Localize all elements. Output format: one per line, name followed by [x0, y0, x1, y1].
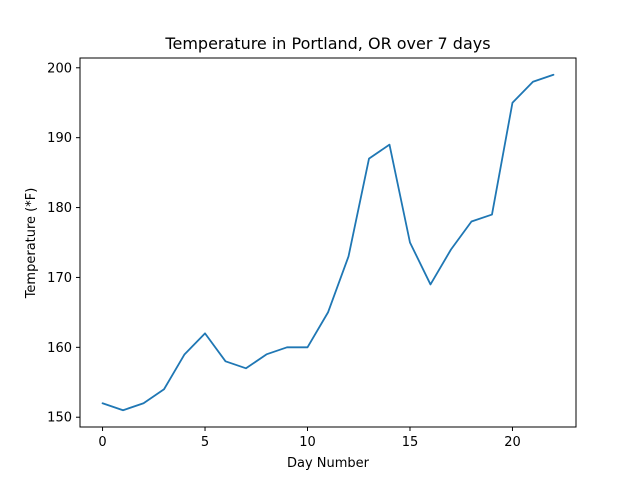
- x-tick-label: 10: [299, 435, 316, 450]
- y-axis-label: Temperature (*F): [24, 188, 39, 300]
- x-tick-label: 20: [504, 435, 521, 450]
- y-tick-label: 180: [47, 201, 72, 216]
- y-tick-label: 190: [47, 131, 72, 146]
- y-tick-label: 170: [47, 271, 72, 286]
- y-tick-label: 200: [47, 61, 72, 76]
- y-tick-label: 160: [47, 341, 72, 356]
- x-tick-label: 15: [402, 435, 419, 450]
- x-tick-label: 0: [98, 435, 106, 450]
- y-tick-label: 150: [47, 411, 72, 426]
- plot-area: 0 5 10 15 20 150 160 170 180 190 200: [47, 57, 577, 450]
- chart-title: Temperature in Portland, OR over 7 days: [164, 34, 490, 53]
- x-axis-label: Day Number: [287, 456, 370, 471]
- series-line-0: [101, 73, 555, 412]
- plot-frame: [79, 57, 577, 428]
- x-tick-label: 5: [201, 435, 209, 450]
